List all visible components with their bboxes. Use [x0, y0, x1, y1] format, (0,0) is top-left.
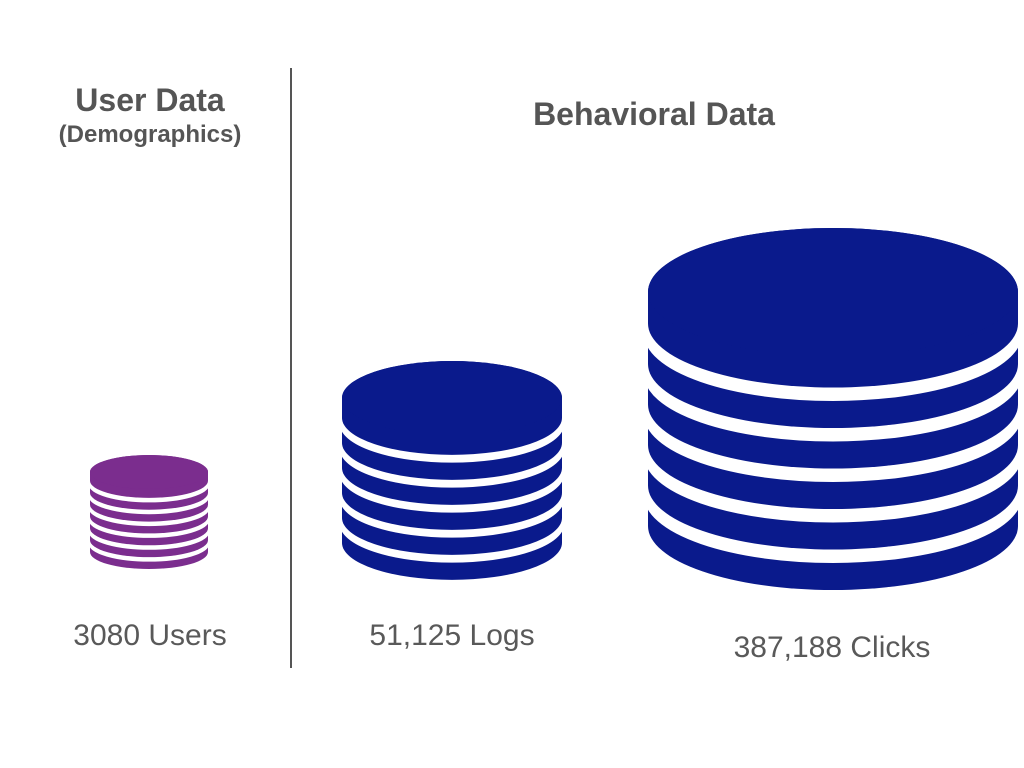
database-top-cap [342, 361, 562, 435]
clicks-count-caption: 387,188 Clicks [733, 631, 931, 664]
users-count-caption: 3080 Users [73, 619, 227, 652]
database-top-cap [648, 228, 1018, 356]
database-top-cap [90, 455, 208, 489]
section-divider [290, 68, 292, 668]
user-data-title: User Data [75, 82, 225, 118]
logs-count-caption: 51,125 Logs [369, 619, 535, 652]
demographics-subtitle: (Demographics) [58, 121, 242, 148]
behavioral-data-title: Behavioral Data [533, 96, 775, 132]
